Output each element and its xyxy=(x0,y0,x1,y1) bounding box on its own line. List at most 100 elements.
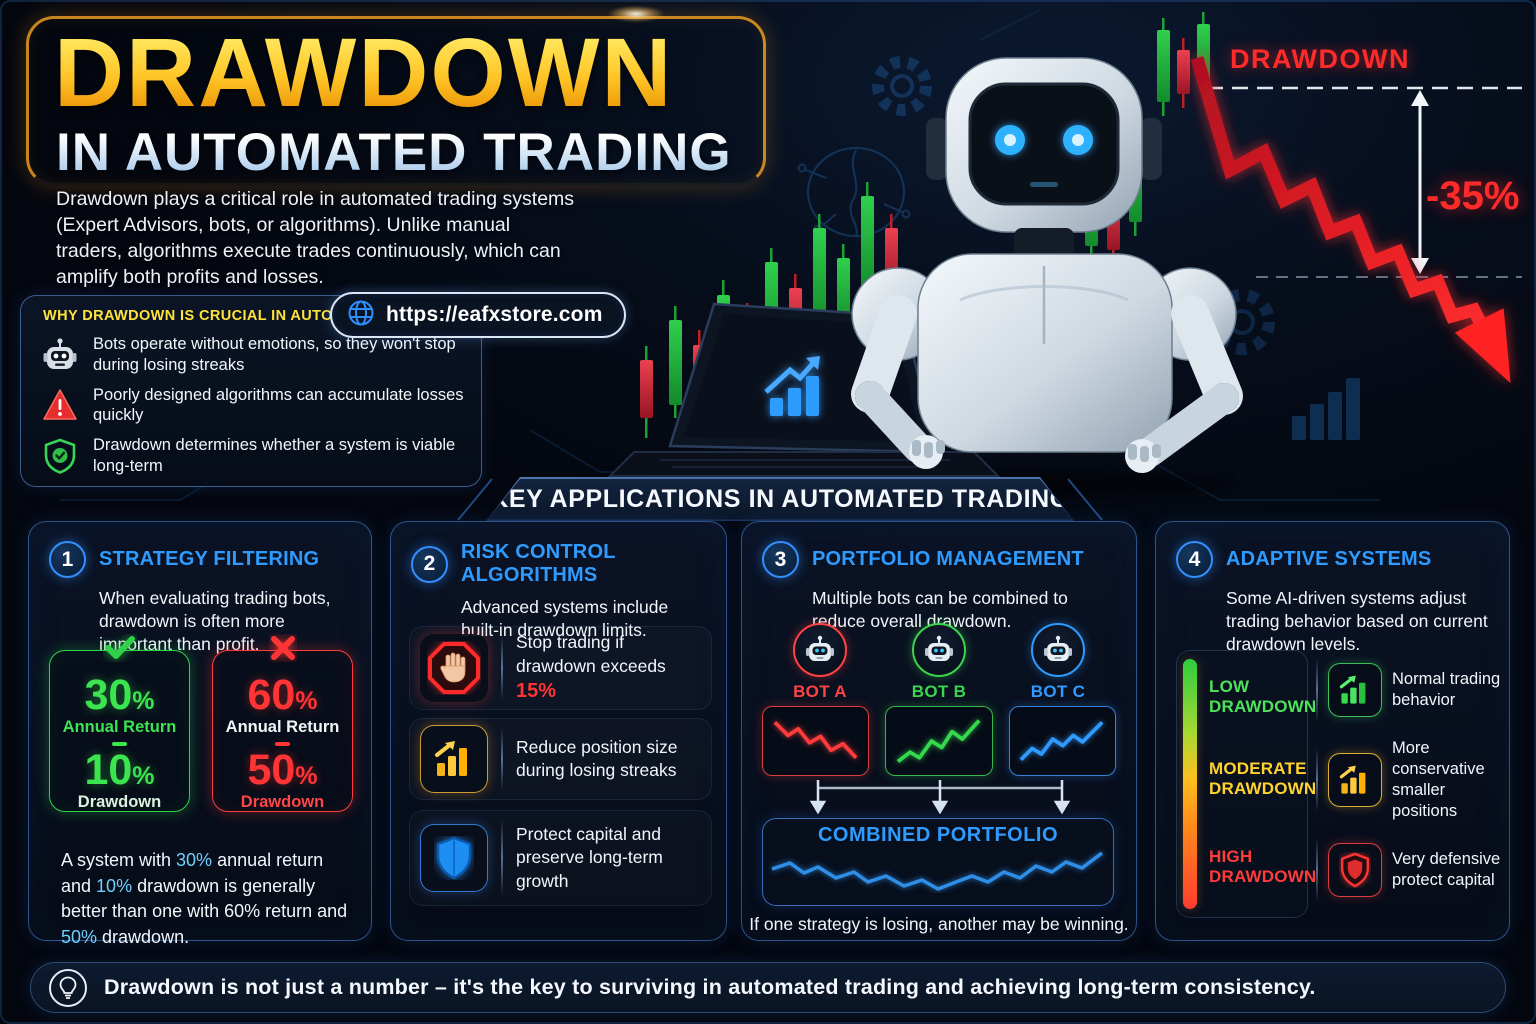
banner-ticks xyxy=(457,478,1103,521)
annual-return-value: 30% xyxy=(84,671,155,719)
list-item: Bots operate without emotions, so they w… xyxy=(41,334,465,376)
card-description: Multiple bots can be combined to reduce … xyxy=(812,588,1068,631)
stop-hand-icon xyxy=(420,634,488,702)
section-banner-title: KEY APPLICATIONS IN AUTOMATED TRADING xyxy=(490,484,1070,513)
card-title: STRATEGY FILTERING xyxy=(99,548,320,570)
divider xyxy=(1316,658,1318,722)
level-behavior-row: Very defensive protect capital xyxy=(1316,830,1501,910)
robot-icon xyxy=(41,337,79,373)
bar-chart-icon xyxy=(420,725,488,793)
behavior-text: Very defensive protect capital xyxy=(1392,849,1501,889)
page-subtitle: IN AUTOMATED TRADING xyxy=(56,123,732,182)
combined-portfolio-title: COMBINED PORTFOLIO xyxy=(817,824,1059,846)
bot-label: BOT B xyxy=(911,682,967,701)
bot-item: BOT C xyxy=(1010,623,1106,702)
level-label: HIGH DRAWDOWN xyxy=(1209,847,1317,886)
rule-text: Protect capital and preserve long-term g… xyxy=(516,824,663,891)
bot-label: BOT A xyxy=(793,682,847,701)
drawdown-value: 50% xyxy=(247,745,318,794)
annual-return-value: 60% xyxy=(247,671,318,719)
shield-icon xyxy=(420,824,488,892)
card-number-badge: 3 xyxy=(762,541,799,578)
why-item-text: Drawdown determines whether a system is … xyxy=(93,436,456,475)
drawdown-label: Drawdown xyxy=(240,792,325,811)
annual-return-label: Annual Return xyxy=(225,717,340,736)
divider xyxy=(501,727,503,791)
rule-text: Reduce position size during losing strea… xyxy=(516,736,678,780)
card-description: When evaluating trading bots, drawdown i… xyxy=(99,588,331,654)
bot-item: BOT B xyxy=(891,623,987,702)
intro-paragraph: Drawdown plays a critical role in automa… xyxy=(56,188,575,288)
bot-a-chart xyxy=(762,706,870,776)
robot-avatar-icon xyxy=(912,623,966,677)
level-behavior-row: More conservative smaller positions xyxy=(1316,739,1501,820)
title-frame xyxy=(26,16,766,186)
behavior-text: Normal trading behavior xyxy=(1392,669,1501,709)
card-adaptive-systems: 4 ADAPTIVE SYSTEMS Some AI-driven system… xyxy=(1155,521,1510,941)
rule-row: Protect capital and preserve long-term g… xyxy=(409,810,712,906)
robot-avatar-icon xyxy=(793,623,847,677)
divider xyxy=(1316,838,1318,902)
shield-alert-icon xyxy=(1328,843,1382,897)
portfolio-caption: If one strategy is losing, another may b… xyxy=(749,914,1129,934)
card-strategy-filtering: 1 STRATEGY FILTERING When evaluating tra… xyxy=(28,521,372,947)
divider xyxy=(112,741,127,746)
card-title: RISK CONTROL ALGORITHMS xyxy=(461,541,616,586)
bot-label: BOT C xyxy=(1030,682,1086,701)
bad-system-card: 60% Annual Return 50% Drawdown xyxy=(212,636,353,812)
mini-bar-chart xyxy=(1292,378,1360,440)
x-icon xyxy=(269,634,297,667)
bot-item: BOT A xyxy=(772,623,868,702)
divider xyxy=(501,635,503,701)
list-item: Poorly designed algorithms can accumulat… xyxy=(41,385,465,427)
robot-avatar-icon xyxy=(1031,623,1085,677)
level-label: MODERATE DRAWDOWN xyxy=(1209,759,1317,798)
section-banner: KEY APPLICATIONS IN AUTOMATED TRADING xyxy=(486,477,1074,521)
card-number-badge: 2 xyxy=(411,545,448,583)
hero-illustration xyxy=(60,9,1522,521)
website-link[interactable]: https://eafxstore.com xyxy=(330,292,626,338)
drawdown-arrow xyxy=(1190,56,1511,384)
gear-icon xyxy=(872,56,932,116)
drawdown-value: 10% xyxy=(84,745,155,794)
warning-icon xyxy=(41,388,79,422)
why-item-text: Bots operate without emotions, so they w… xyxy=(93,335,456,374)
chart-up-icon xyxy=(1328,753,1382,807)
combined-portfolio-chart xyxy=(771,851,1104,891)
check-icon xyxy=(103,634,137,667)
flow-arrows xyxy=(762,780,1116,815)
comparison-note: A system with 30% annual return and 10% … xyxy=(61,850,348,947)
level-behavior-row: Normal trading behavior xyxy=(1316,650,1501,730)
globe-icon xyxy=(347,299,375,332)
divider xyxy=(1316,748,1318,812)
drawdown-label: Drawdown xyxy=(77,792,162,811)
annual-return-label: Annual Return xyxy=(62,717,177,736)
website-url: https://eafxstore.com xyxy=(386,303,603,326)
good-system-card: 30% Annual Return 10% Drawdown xyxy=(49,636,190,812)
chart-up-icon xyxy=(1328,663,1382,717)
drawdown-percentage: -35% xyxy=(1426,174,1520,218)
page-title: DRAWDOWN xyxy=(54,18,674,127)
level-label: LOW DRAWDOWN xyxy=(1209,677,1317,716)
footer-text: Drawdown is not just a number – it's the… xyxy=(104,975,1316,999)
rule-row: Reduce position size during losing strea… xyxy=(409,718,712,800)
card-title: PORTFOLIO MANAGEMENT xyxy=(812,548,1084,570)
risk-gradient-bar xyxy=(1183,659,1197,909)
combined-portfolio-box: COMBINED PORTFOLIO xyxy=(762,818,1114,906)
rule-row: Stop trading if drawdown exceeds 15% xyxy=(409,626,712,710)
robot-illustration xyxy=(851,57,1243,473)
drawdown-measure xyxy=(1207,86,1522,278)
shield-check-icon xyxy=(41,438,79,474)
card-description: Advanced systems include built-in drawdo… xyxy=(461,597,669,640)
divider xyxy=(501,819,503,897)
drawdown-chart-label: DRAWDOWN xyxy=(1230,44,1410,74)
card-description: Some AI-driven systems adjust trading be… xyxy=(1226,588,1488,654)
drawdown-levels-panel: LOW DRAWDOWN MODERATE DRAWDOWN HIGH DRAW… xyxy=(1176,650,1317,918)
footer-bar: Drawdown is not just a number – it's the… xyxy=(30,962,1506,1013)
lightbulb-icon xyxy=(49,968,87,1007)
why-box-title: WHY DRAWDOWN IS CRUCIAL IN AUTOMATION xyxy=(43,308,392,324)
rule-text: Stop trading if drawdown exceeds 15% xyxy=(516,632,666,702)
card-number-badge: 1 xyxy=(49,541,86,578)
card-number-badge: 4 xyxy=(1176,541,1213,578)
